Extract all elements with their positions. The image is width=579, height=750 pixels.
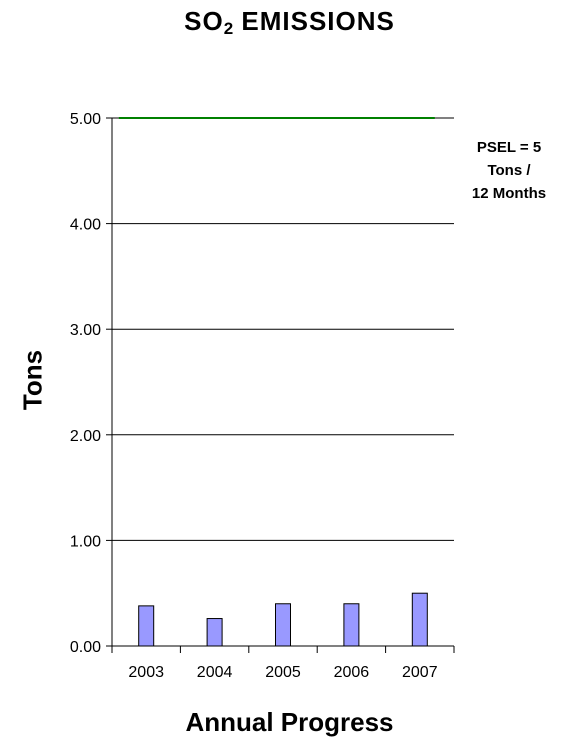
limit-annotation-line-2: Tons /: [487, 162, 531, 179]
x-tick-label: 2004: [197, 664, 233, 681]
bar-2007: [411, 592, 428, 647]
x-axis-label: Annual Progress: [185, 707, 394, 737]
bar-2005: [275, 603, 291, 647]
y-tick-label: 0.00: [70, 639, 101, 656]
x-tick-label: 2005: [265, 664, 301, 681]
y-tick-label: 1.00: [70, 533, 101, 550]
x-tick-label: 2006: [334, 664, 370, 681]
y-tick-label: 5.00: [70, 111, 101, 128]
limit-annotation: PSEL = 5 Tons / 12 Months: [448, 136, 570, 205]
y-tick-label: 4.00: [70, 217, 101, 234]
y-tick-label: 3.00: [70, 322, 101, 339]
y-tick-label: 2.00: [70, 428, 101, 445]
bar-2004: [206, 618, 223, 647]
limit-annotation-line-1: PSEL = 5: [476, 139, 542, 156]
bar-2003: [138, 605, 155, 647]
x-tick-label: 2007: [402, 664, 438, 681]
limit-annotation-line-3: 12 Months: [471, 185, 547, 202]
bar-2006: [343, 603, 360, 647]
chart-title: SO2 EMISSIONS: [184, 6, 395, 38]
x-tick-label: 2003: [128, 664, 164, 681]
